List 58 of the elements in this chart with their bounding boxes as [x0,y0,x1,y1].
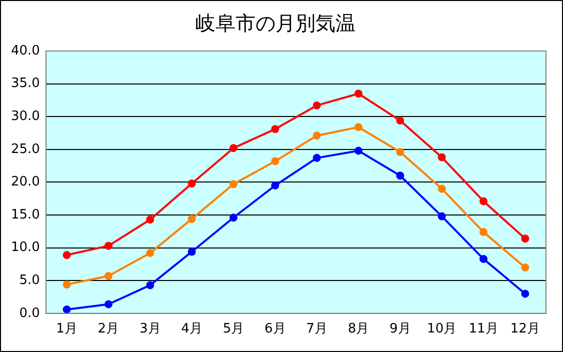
point [438,212,446,220]
x-tick-label: 5月 [222,322,244,337]
point [312,101,321,110]
point [479,254,488,263]
point [521,234,530,243]
point [396,172,404,180]
point [146,216,154,224]
point [271,157,280,166]
x-tick-label: 8月 [348,322,370,337]
point [62,280,71,289]
point [396,116,404,125]
y-tick-label: 5.0 [19,272,40,288]
chart-title: 岐阜市の月別気温 [196,11,356,36]
point [479,228,488,236]
point [271,181,280,190]
point [438,184,446,193]
y-tick-label: 0.0 [19,306,40,321]
x-tick-label: 11月 [468,322,498,337]
point [229,214,238,222]
point [438,153,446,162]
y-tick-label: 35.0 [10,76,40,92]
point [104,242,112,250]
y-tick-label: 15.0 [10,207,40,222]
point [354,146,362,155]
point [396,148,404,156]
point [229,180,238,188]
y-tick-label: 30.0 [10,108,40,124]
y-tick-label: 25.0 [10,142,40,157]
x-tick-label: 10月 [427,322,457,337]
point [146,249,154,258]
y-tick-label: 10.0 [10,240,40,256]
x-tick-label: 12月 [510,322,540,337]
point [229,144,238,152]
y-tick-label: 20.0 [10,174,40,190]
point [146,281,154,290]
x-tick-label: 9月 [390,322,411,337]
point [312,132,321,140]
point [521,290,530,298]
point [104,272,112,280]
point [354,123,362,132]
point [188,180,196,188]
x-tick-label: 7月 [306,322,328,337]
point [354,90,362,98]
y-tick-label: 40.0 [10,43,40,58]
x-tick-label: 6月 [264,322,286,337]
point [521,263,530,272]
point [188,214,196,223]
point [312,154,321,162]
point [479,197,488,206]
point [271,125,280,134]
point [188,248,196,256]
x-tick-label: 2月 [98,322,120,337]
x-tick-label: 1月 [56,322,78,337]
x-tick-label: 3月 [139,322,161,337]
point [62,305,71,314]
point [104,300,112,308]
point [62,251,71,260]
x-tick-label: 4月 [181,322,202,337]
